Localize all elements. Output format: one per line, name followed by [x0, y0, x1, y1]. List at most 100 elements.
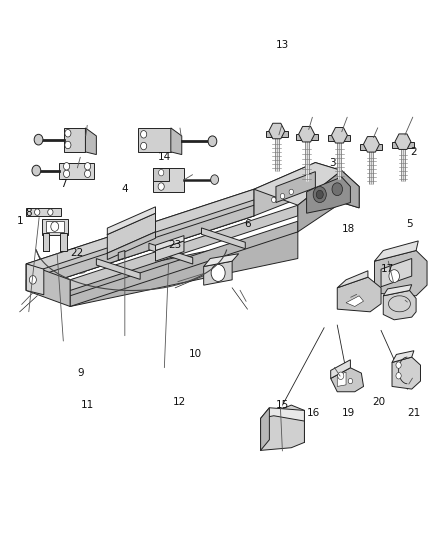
Text: 2: 2 [410, 147, 417, 157]
Polygon shape [392, 351, 414, 362]
Polygon shape [261, 408, 269, 450]
Text: 10: 10 [188, 350, 201, 359]
Circle shape [338, 372, 344, 379]
Text: 4: 4 [121, 184, 128, 194]
Circle shape [396, 373, 401, 379]
Polygon shape [261, 405, 304, 450]
Polygon shape [26, 264, 70, 306]
Circle shape [158, 169, 164, 176]
Text: 17: 17 [381, 264, 394, 274]
Polygon shape [204, 254, 239, 266]
Circle shape [348, 378, 353, 384]
Circle shape [141, 142, 147, 150]
Text: 20: 20 [372, 398, 385, 407]
Circle shape [280, 193, 285, 199]
Polygon shape [43, 233, 49, 251]
Polygon shape [261, 408, 304, 421]
Polygon shape [381, 259, 412, 287]
Circle shape [85, 163, 91, 170]
Polygon shape [337, 271, 368, 288]
Circle shape [289, 189, 293, 195]
Polygon shape [153, 168, 184, 192]
Polygon shape [153, 168, 169, 181]
Polygon shape [395, 134, 411, 149]
Polygon shape [107, 232, 155, 260]
Circle shape [313, 187, 326, 203]
Text: 16: 16 [307, 408, 320, 418]
Circle shape [389, 270, 399, 282]
Polygon shape [26, 189, 254, 274]
Polygon shape [269, 123, 285, 139]
Circle shape [34, 134, 43, 145]
Polygon shape [155, 241, 184, 261]
Polygon shape [201, 228, 245, 249]
Polygon shape [26, 264, 44, 295]
Polygon shape [276, 172, 315, 203]
Polygon shape [96, 259, 140, 279]
Polygon shape [42, 219, 68, 235]
Polygon shape [60, 233, 67, 251]
Polygon shape [328, 135, 350, 141]
Text: 9: 9 [78, 368, 85, 378]
Polygon shape [383, 285, 412, 296]
Polygon shape [155, 236, 184, 251]
Polygon shape [331, 360, 350, 378]
Polygon shape [254, 163, 342, 205]
Text: 5: 5 [406, 219, 413, 229]
Polygon shape [337, 277, 381, 312]
Text: 8: 8 [25, 208, 32, 218]
Polygon shape [331, 368, 364, 392]
Polygon shape [26, 189, 254, 290]
Polygon shape [70, 221, 298, 306]
Polygon shape [149, 243, 193, 264]
Polygon shape [307, 177, 350, 213]
Polygon shape [298, 171, 359, 232]
Circle shape [48, 209, 53, 215]
Circle shape [211, 264, 225, 281]
Circle shape [65, 130, 71, 137]
Polygon shape [392, 142, 414, 148]
Circle shape [208, 136, 217, 147]
Circle shape [141, 131, 147, 138]
Text: 18: 18 [342, 224, 355, 234]
Polygon shape [332, 127, 347, 143]
Text: 11: 11 [81, 400, 94, 410]
Polygon shape [266, 131, 288, 137]
Text: 7: 7 [60, 179, 67, 189]
Circle shape [64, 163, 70, 170]
Circle shape [51, 222, 59, 231]
Text: 3: 3 [329, 158, 336, 167]
Polygon shape [26, 200, 254, 290]
Polygon shape [392, 357, 420, 389]
Polygon shape [118, 251, 125, 260]
Circle shape [65, 141, 71, 149]
Text: 22: 22 [70, 248, 83, 258]
Circle shape [316, 190, 323, 199]
Polygon shape [26, 208, 61, 216]
Polygon shape [59, 163, 94, 179]
Polygon shape [107, 213, 155, 253]
Polygon shape [360, 144, 382, 150]
Text: 23: 23 [169, 240, 182, 250]
Polygon shape [204, 261, 232, 285]
Polygon shape [171, 128, 182, 155]
Polygon shape [107, 207, 155, 235]
Text: 6: 6 [244, 219, 251, 229]
Polygon shape [85, 128, 96, 155]
Text: 1: 1 [16, 216, 23, 226]
Polygon shape [64, 128, 85, 152]
Polygon shape [374, 241, 418, 261]
Text: 15: 15 [276, 400, 289, 410]
Circle shape [64, 170, 70, 177]
Polygon shape [46, 221, 64, 232]
Circle shape [272, 197, 276, 203]
Circle shape [159, 169, 164, 176]
Circle shape [32, 165, 41, 176]
Polygon shape [70, 232, 298, 306]
Circle shape [85, 170, 91, 177]
Polygon shape [346, 296, 364, 306]
Text: 14: 14 [158, 152, 171, 162]
Text: 13: 13 [276, 41, 289, 50]
Polygon shape [296, 134, 318, 140]
Polygon shape [337, 372, 346, 386]
